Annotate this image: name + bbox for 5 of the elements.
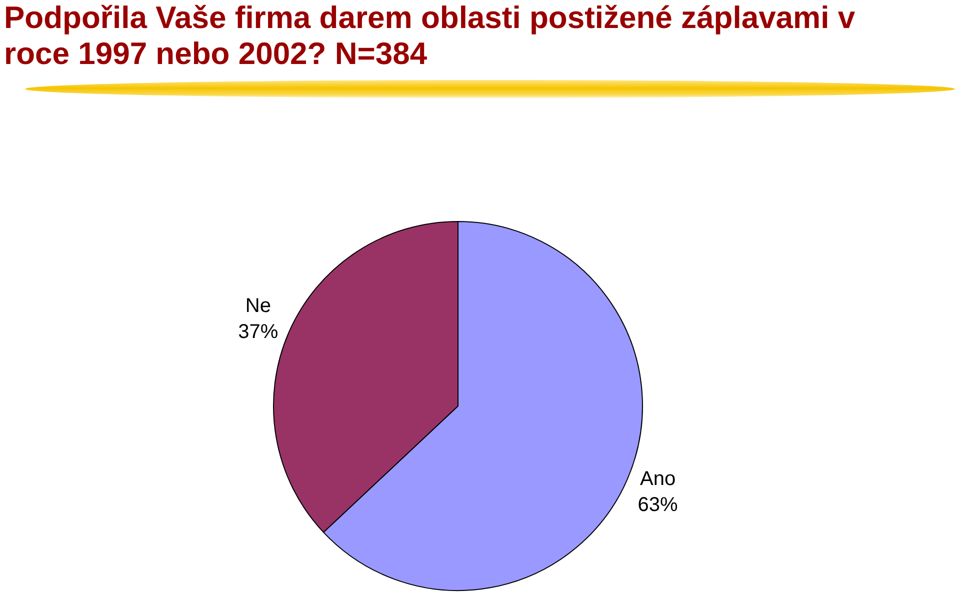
slice-label: Ne bbox=[245, 295, 271, 318]
data-label: 37% bbox=[238, 321, 278, 344]
data-label: 63% bbox=[638, 494, 678, 516]
slice-label: Ano bbox=[640, 468, 676, 490]
chart-title: Podpořila Vaše firma darem oblasti postižené záplavami v roce 1997 nebo 2002? N=384 bbox=[4, 0, 856, 72]
